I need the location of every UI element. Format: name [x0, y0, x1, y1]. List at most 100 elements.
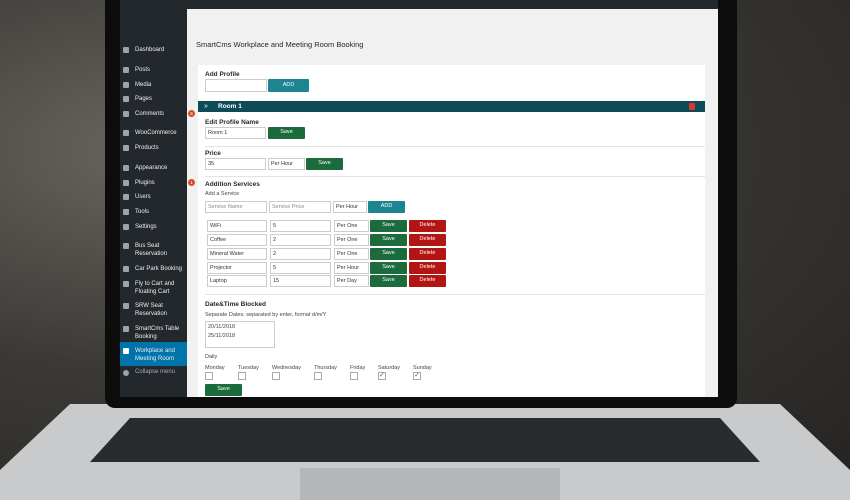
- badge: 1: [188, 179, 195, 186]
- delete-button[interactable]: Delete: [409, 220, 446, 232]
- menu-item[interactable]: WooCommerce: [135, 130, 177, 136]
- day-checkbox[interactable]: [350, 372, 358, 380]
- page-title: SmartCms Workplace and Meeting Room Book…: [196, 40, 364, 49]
- day-checkbox[interactable]: [238, 372, 246, 380]
- menu-item[interactable]: SmartCms Table Booking: [135, 326, 180, 340]
- day-checkbox[interactable]: ✓: [378, 372, 386, 380]
- unit-select[interactable]: Per Hour: [333, 201, 367, 213]
- menu-icon: [123, 209, 129, 215]
- add-button[interactable]: ADD: [368, 201, 405, 213]
- menu-item[interactable]: Appearance: [135, 165, 168, 171]
- day-label: Saturday: [378, 365, 401, 371]
- service-unit[interactable]: Per One: [334, 248, 369, 260]
- menu-icon: [123, 165, 129, 171]
- service-price[interactable]: 5: [270, 262, 331, 274]
- menu-item[interactable]: Pages: [135, 96, 153, 102]
- day-checkbox[interactable]: [314, 372, 322, 380]
- day-label: Monday: [205, 365, 225, 371]
- service-name[interactable]: Projector: [207, 262, 267, 274]
- sidebar: [120, 0, 187, 397]
- menu-icon: [123, 180, 129, 186]
- menu-icon: [123, 194, 129, 200]
- separator: [205, 294, 705, 295]
- collapse-menu[interactable]: Collapse menu: [135, 369, 176, 375]
- service-name[interactable]: Mineral Water: [207, 248, 267, 260]
- service-unit[interactable]: Per Hour: [334, 262, 369, 274]
- service-name[interactable]: Coffee: [207, 234, 267, 246]
- room-bar: [198, 101, 705, 112]
- service-price-input[interactable]: Service Price: [269, 201, 331, 213]
- day-label: Tuesday: [238, 365, 259, 371]
- save-button[interactable]: Save: [370, 275, 407, 287]
- save-button[interactable]: Save: [370, 262, 407, 274]
- menu-icon: [123, 326, 129, 332]
- menu-item[interactable]: Workplace and Meeting Room: [135, 348, 175, 362]
- delete-button[interactable]: Delete: [409, 275, 446, 287]
- profile-input[interactable]: [205, 79, 267, 92]
- menu-icon: [123, 266, 129, 272]
- service-unit[interactable]: Per Day: [334, 275, 369, 287]
- room-title: Room 1: [218, 103, 242, 110]
- menu-item[interactable]: Fly to Cart and Floating Cart: [135, 281, 175, 295]
- menu-item[interactable]: Bus Seat Reservation: [135, 243, 168, 257]
- menu-item[interactable]: Plugins: [135, 180, 155, 186]
- service-unit[interactable]: Per One: [334, 220, 369, 232]
- price-input[interactable]: 35: [205, 158, 266, 170]
- label: Edit Profile Name: [205, 119, 259, 126]
- date: 25/11/2018: [208, 333, 236, 339]
- menu-item[interactable]: SRW Seat Reservation: [135, 303, 168, 317]
- separator: [205, 146, 705, 147]
- save-button[interactable]: Save: [205, 384, 242, 396]
- label: Price: [205, 150, 221, 157]
- service-name[interactable]: Laptop: [207, 275, 267, 287]
- day-checkbox[interactable]: [272, 372, 280, 380]
- add-button[interactable]: ADD: [268, 79, 309, 92]
- menu-icon: [123, 224, 129, 230]
- label: Addition Services: [205, 181, 260, 188]
- menu-item[interactable]: Users: [135, 194, 151, 200]
- menu-item[interactable]: Media: [135, 82, 152, 88]
- menu-item[interactable]: Tools: [135, 209, 150, 215]
- room-bar-icon: »: [204, 103, 208, 110]
- label: Date&Time Blocked: [205, 301, 266, 308]
- help-text: Separate Dates: separated by enter, form…: [205, 312, 327, 318]
- menu-item[interactable]: Car Park Booking: [135, 266, 183, 272]
- active-menu-bg: [120, 342, 187, 366]
- menu-icon: [123, 130, 129, 136]
- menu-item[interactable]: Dashboard: [135, 47, 165, 53]
- delete-button[interactable]: Delete: [409, 234, 446, 246]
- service-price[interactable]: 15: [270, 275, 331, 287]
- service-price[interactable]: 5: [270, 220, 331, 232]
- menu-item[interactable]: Comments: [135, 111, 165, 117]
- menu-icon: [123, 303, 129, 309]
- name-input[interactable]: Room 1: [205, 127, 266, 139]
- sublabel: Add a Service: [205, 191, 240, 197]
- service-name-input[interactable]: Service Name: [205, 201, 267, 213]
- save-button[interactable]: Save: [370, 234, 407, 246]
- delete-button[interactable]: Delete: [409, 248, 446, 260]
- menu-item[interactable]: Products: [135, 145, 159, 151]
- day-checkbox[interactable]: ✓: [413, 372, 421, 380]
- label: Daily: [205, 354, 218, 360]
- save-button[interactable]: Save: [306, 158, 343, 170]
- menu-item[interactable]: Posts: [135, 67, 151, 73]
- service-name[interactable]: WiFi: [207, 220, 267, 232]
- menu-item[interactable]: Settings: [135, 224, 157, 230]
- trash-icon[interactable]: [689, 103, 695, 110]
- dates-textarea[interactable]: [205, 321, 275, 348]
- save-button[interactable]: Save: [370, 248, 407, 260]
- day-label: Sunday: [413, 365, 432, 371]
- save-button[interactable]: Save: [370, 220, 407, 232]
- separator: [205, 176, 705, 177]
- day-checkbox[interactable]: [205, 372, 213, 380]
- delete-button[interactable]: Delete: [409, 262, 446, 274]
- service-price[interactable]: 2: [270, 248, 331, 260]
- unit-select[interactable]: Per Hour: [268, 158, 305, 170]
- save-button[interactable]: Save: [268, 127, 305, 139]
- service-price[interactable]: 2: [270, 234, 331, 246]
- menu-icon: [123, 370, 129, 376]
- menu-icon: [123, 67, 129, 73]
- day-label: Thursday: [314, 365, 337, 371]
- service-unit[interactable]: Per One: [334, 234, 369, 246]
